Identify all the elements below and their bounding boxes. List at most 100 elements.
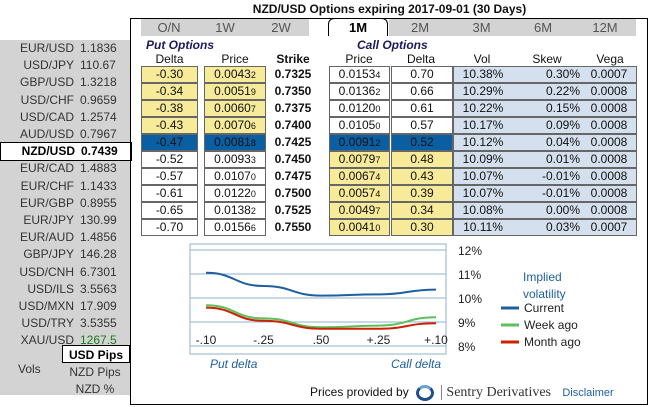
disclaimer-link[interactable]: Disclaimer [562, 387, 614, 400]
call-price-cell[interactable]: 0.00797 [329, 151, 390, 168]
put-price-cell[interactable]: 0.00519 [204, 83, 266, 100]
vol: 10.09% [462, 152, 504, 166]
call-delta-cell[interactable]: 0.34 [391, 202, 453, 219]
legend-label: Current [524, 301, 565, 315]
currency-pair-eur-aud[interactable]: EUR/AUD 1.4856 [0, 229, 130, 246]
currency-pair-usd-cnh[interactable]: USD/CNH 6.7301 [0, 264, 130, 281]
put-delta-cell[interactable]: -0.65 [141, 202, 198, 219]
currency-pair-usd-chf[interactable]: USD/CHF 0.9659 [0, 92, 130, 109]
call-price-cell[interactable]: 0.01534 [329, 66, 390, 83]
tab-1m[interactable]: 1M [328, 18, 388, 36]
call-delta-cell[interactable]: 0.30 [391, 219, 453, 236]
put-price-cell[interactable]: 0.00432 [204, 66, 266, 83]
tab-12m[interactable]: 12M [574, 19, 636, 36]
call-price-cell[interactable]: 0.00912 [329, 134, 390, 151]
currency-pair-aud-usd[interactable]: AUD/USD 0.7967 [0, 126, 130, 143]
call-delta: 0.57 [410, 118, 434, 132]
tab-2m[interactable]: 2M [389, 19, 451, 36]
tab-3m[interactable]: 3M [451, 19, 512, 36]
call-price: 0.0136 [338, 84, 376, 98]
currency-pair-usd-cad[interactable]: USD/CAD 1.2574 [0, 109, 130, 126]
currency-pair-usd-try[interactable]: USD/TRY 3.5355 [0, 315, 130, 332]
put-delta-cell[interactable]: -0.57 [141, 168, 198, 185]
skew: 0.01% [545, 152, 580, 166]
put-delta-cell[interactable]: -0.47 [141, 134, 198, 151]
brand-name[interactable]: Sentry Derivatives [441, 385, 551, 401]
pair-name: USD/CAD [19, 109, 74, 124]
put-price: 0.0107 [214, 169, 251, 183]
put-delta-cell[interactable]: -0.43 [141, 117, 198, 134]
currency-pair-usd-jpy[interactable]: USD/JPY 110.67 [0, 57, 130, 74]
tab-on[interactable]: O/N [141, 19, 197, 36]
series-line-week-ago [205, 304, 437, 329]
vega: 0.0008 [590, 135, 628, 149]
call-price: 0.0091 [338, 135, 376, 149]
call-delta-cell[interactable]: 0.57 [391, 117, 453, 134]
put-price-cell[interactable]: 0.01220 [204, 185, 266, 202]
call-price-cell[interactable]: 0.00674 [329, 168, 390, 185]
currency-pair-nzd-usd[interactable]: NZD/USD 0.7439 [0, 142, 132, 162]
pair-rate: 1.3218 [80, 75, 117, 90]
tab-2w[interactable]: 2W [253, 19, 309, 36]
unit-option-nzd-[interactable]: NZD % [75, 382, 115, 396]
skew: -0.01% [541, 186, 580, 200]
currency-pair-eur-gbp[interactable]: EUR/GBP 0.8955 [0, 195, 130, 212]
currency-pair-eur-jpy[interactable]: EUR/JPY 130.99 [0, 212, 130, 229]
put-delta-cell[interactable]: -0.30 [141, 66, 198, 83]
put-delta-cell[interactable]: -0.52 [141, 151, 198, 168]
y-tick-label: 12% [458, 244, 482, 258]
currency-pair-usd-ils[interactable]: USD/ILS 3.5563 [0, 281, 130, 298]
call-price: 0.0079 [338, 152, 376, 166]
call-price-cell[interactable]: 0.00574 [329, 185, 390, 202]
call-options-title: Call Options [357, 38, 428, 52]
put-delta: -0.70 [155, 220, 184, 234]
options-panel: O/N 1W 2W 1M 2M 3M 6M 12M Put Options Call Opti… [130, 18, 648, 405]
call-delta-cell[interactable]: 0.61 [391, 100, 453, 117]
put-price-cell[interactable]: 0.00706 [204, 117, 266, 134]
call-price-cell[interactable]: 0.00497 [329, 202, 390, 219]
pair-name: USD/MXN [18, 299, 74, 313]
put-delta-cell[interactable]: -0.70 [141, 219, 198, 236]
call-price-cell[interactable]: 0.01050 [329, 117, 390, 134]
currency-pair-xau-usd[interactable]: XAU/USD 1267.5 [0, 332, 130, 349]
put-price-cell[interactable]: 0.01566 [204, 219, 266, 236]
strike-cell: 0.7450 [274, 152, 312, 166]
put-price-cell[interactable]: 0.01070 [204, 168, 266, 185]
currency-pair-eur-cad[interactable]: EUR/CAD 1.4883 [0, 160, 130, 177]
call-delta-cell[interactable]: 0.48 [391, 151, 453, 168]
call-price-cell[interactable]: 0.00410 [329, 219, 390, 236]
y-tick-label: 9% [458, 316, 476, 330]
put-price-cell[interactable]: 0.00607 [204, 100, 266, 117]
currency-pair-gbp-jpy[interactable]: GBP/JPY 146.28 [0, 246, 130, 263]
strike-cell: 0.7325 [274, 67, 312, 81]
call-delta-cell[interactable]: 0.70 [391, 66, 453, 83]
legend-label: Week ago [524, 318, 578, 332]
currency-pair-usd-mxn[interactable]: USD/MXN 17.909 [0, 298, 130, 315]
currency-pair-eur-chf[interactable]: EUR/CHF 1.1433 [0, 178, 130, 195]
put-price-cell[interactable]: 0.00818 [204, 134, 266, 151]
tab-6m[interactable]: 6M [512, 19, 574, 36]
currency-pair-eur-usd[interactable]: EUR/USD 1.1836 [0, 40, 130, 57]
put-delta-cell[interactable]: -0.61 [141, 185, 198, 202]
call-price-pip: 4 [375, 189, 381, 199]
put-price: 0.0093 [214, 152, 251, 166]
pair-rate: 146.28 [80, 247, 117, 262]
put-price-pip: 0 [250, 172, 256, 182]
call-price-cell[interactable]: 0.01200 [329, 100, 390, 117]
unit-option-usd-pips[interactable]: USD Pips [62, 345, 130, 363]
tab-1w[interactable]: 1W [197, 19, 253, 36]
currency-pair-gbp-usd[interactable]: GBP/USD 1.3218 [0, 74, 130, 91]
call-price-pip: 0 [375, 104, 381, 114]
put-price-cell[interactable]: 0.00933 [204, 151, 266, 168]
put-delta-cell[interactable]: -0.38 [141, 100, 198, 117]
vega: 0.0008 [590, 186, 628, 200]
put-price-cell[interactable]: 0.01382 [204, 202, 266, 219]
call-price-cell[interactable]: 0.01362 [329, 83, 390, 100]
put-delta: -0.38 [155, 101, 184, 115]
put-delta-cell[interactable]: -0.34 [141, 83, 198, 100]
unit-option-nzd-pips[interactable]: NZD Pips [69, 364, 121, 379]
call-delta-cell[interactable]: 0.43 [391, 168, 453, 185]
call-delta-cell[interactable]: 0.52 [391, 134, 453, 151]
call-delta-cell[interactable]: 0.66 [391, 83, 453, 100]
call-delta-cell[interactable]: 0.39 [391, 185, 453, 202]
